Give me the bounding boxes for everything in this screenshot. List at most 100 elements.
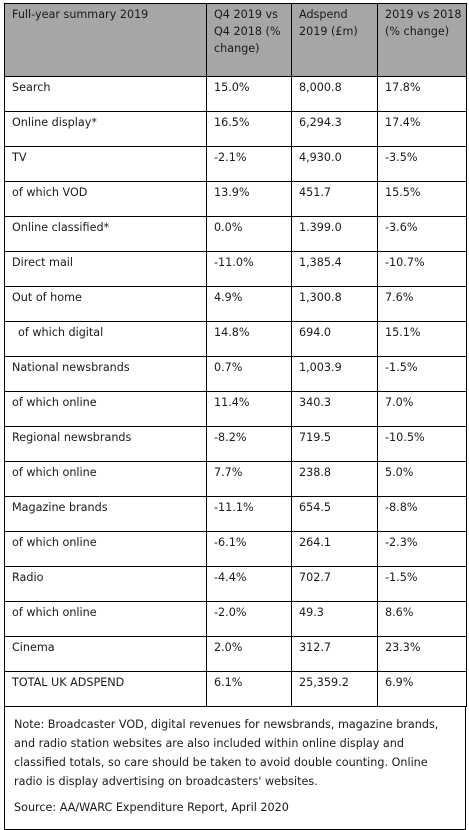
adspend-cell: 25,359.2 bbox=[291, 671, 378, 707]
adspend-cell: 8,000.8 bbox=[291, 76, 378, 112]
table-row: Magazine brands -11.1% 654.5 -8.8% bbox=[4, 496, 467, 532]
yoy-change-cell: -3.5% bbox=[377, 146, 467, 182]
table-row: of which online -6.1% 264.1 -2.3% bbox=[4, 531, 467, 567]
adspend-cell: 1.399.0 bbox=[291, 216, 378, 252]
header-row: Full-year summary 2019 Q4 2019 vs Q4 201… bbox=[4, 3, 467, 77]
yoy-change-cell: -10.5% bbox=[377, 426, 467, 462]
adspend-cell: 719.5 bbox=[291, 426, 378, 462]
table-row: of which digital 14.8% 694.0 15.1% bbox=[4, 321, 467, 357]
header-q4-change: Q4 2019 vs Q4 2018 (% change) bbox=[206, 3, 292, 77]
table-body: Search 15.0% 8,000.8 17.8% Online display* 16… bbox=[4, 76, 467, 707]
adspend-cell: 1,385.4 bbox=[291, 251, 378, 287]
row-label: Search bbox=[4, 76, 207, 112]
yoy-change-cell: -10.7% bbox=[377, 251, 467, 287]
table-row: TV -2.1% 4,930.0 -3.5% bbox=[4, 146, 467, 182]
row-label: of which online bbox=[4, 461, 207, 497]
adspend-cell: 4,930.0 bbox=[291, 146, 378, 182]
row-label: Out of home bbox=[4, 286, 207, 322]
table-row: TOTAL UK ADSPEND 6.1% 25,359.2 6.9% bbox=[4, 671, 467, 707]
row-label: TV bbox=[4, 146, 207, 182]
q4-change-cell: 16.5% bbox=[206, 111, 292, 147]
row-label: Magazine brands bbox=[4, 496, 207, 532]
row-label: TOTAL UK ADSPEND bbox=[4, 671, 207, 707]
table-row: Radio -4.4% 702.7 -1.5% bbox=[4, 566, 467, 602]
q4-change-cell: -11.0% bbox=[206, 251, 292, 287]
row-label: Cinema bbox=[4, 636, 207, 672]
yoy-change-cell: 17.4% bbox=[377, 111, 467, 147]
q4-change-cell: -2.0% bbox=[206, 601, 292, 637]
yoy-change-cell: 17.8% bbox=[377, 76, 467, 112]
table-row: Direct mail -11.0% 1,385.4 -10.7% bbox=[4, 251, 467, 287]
adspend-table: Full-year summary 2019 Q4 2019 vs Q4 201… bbox=[4, 3, 467, 707]
row-label: of which VOD bbox=[4, 181, 207, 217]
yoy-change-cell: -1.5% bbox=[377, 356, 467, 392]
adspend-cell: 694.0 bbox=[291, 321, 378, 357]
q4-change-cell: 4.9% bbox=[206, 286, 292, 322]
adspend-cell: 49.3 bbox=[291, 601, 378, 637]
yoy-change-cell: 23.3% bbox=[377, 636, 467, 672]
q4-change-cell: -8.2% bbox=[206, 426, 292, 462]
yoy-change-cell: -2.3% bbox=[377, 531, 467, 567]
q4-change-cell: 15.0% bbox=[206, 76, 292, 112]
yoy-change-cell: 7.0% bbox=[377, 391, 467, 427]
adspend-cell: 1,300.8 bbox=[291, 286, 378, 322]
q4-change-cell: 0.7% bbox=[206, 356, 292, 392]
table-row: of which VOD 13.9% 451.7 15.5% bbox=[4, 181, 467, 217]
table-row: Regional newsbrands -8.2% 719.5 -10.5% bbox=[4, 426, 467, 462]
yoy-change-cell: 6.9% bbox=[377, 671, 467, 707]
table-row: Search 15.0% 8,000.8 17.8% bbox=[4, 76, 467, 112]
q4-change-cell: -4.4% bbox=[206, 566, 292, 602]
table-row: of which online 11.4% 340.3 7.0% bbox=[4, 391, 467, 427]
q4-change-cell: -6.1% bbox=[206, 531, 292, 567]
note-text: Note: Broadcaster VOD, digital revenues … bbox=[14, 718, 439, 788]
row-label: Regional newsbrands bbox=[4, 426, 207, 462]
adspend-cell: 654.5 bbox=[291, 496, 378, 532]
q4-change-cell: 14.8% bbox=[206, 321, 292, 357]
table-row: Online display* 16.5% 6,294.3 17.4% bbox=[4, 111, 467, 147]
row-label: Radio bbox=[4, 566, 207, 602]
adspend-summary: Full-year summary 2019 Q4 2019 vs Q4 201… bbox=[4, 3, 467, 830]
header-adspend: Adspend 2019 (£m) bbox=[291, 3, 378, 77]
source-text: Source: AA/WARC Expenditure Report, Apri… bbox=[14, 801, 289, 814]
adspend-cell: 264.1 bbox=[291, 531, 378, 567]
adspend-cell: 6,294.3 bbox=[291, 111, 378, 147]
q4-change-cell: -2.1% bbox=[206, 146, 292, 182]
yoy-change-cell: 8.6% bbox=[377, 601, 467, 637]
adspend-cell: 702.7 bbox=[291, 566, 378, 602]
header-yoy-change: 2019 vs 2018 (% change) bbox=[377, 3, 467, 77]
row-label: Online display* bbox=[4, 111, 207, 147]
row-label: of which online bbox=[4, 601, 207, 637]
q4-change-cell: 13.9% bbox=[206, 181, 292, 217]
adspend-cell: 1,003.9 bbox=[291, 356, 378, 392]
yoy-change-cell: -3.6% bbox=[377, 216, 467, 252]
adspend-cell: 312.7 bbox=[291, 636, 378, 672]
yoy-change-cell: -1.5% bbox=[377, 566, 467, 602]
table-row: National newsbrands 0.7% 1,003.9 -1.5% bbox=[4, 356, 467, 392]
q4-change-cell: -11.1% bbox=[206, 496, 292, 532]
adspend-cell: 451.7 bbox=[291, 181, 378, 217]
adspend-cell: 340.3 bbox=[291, 391, 378, 427]
q4-change-cell: 6.1% bbox=[206, 671, 292, 707]
table-row: Out of home 4.9% 1,300.8 7.6% bbox=[4, 286, 467, 322]
table-row: of which online 7.7% 238.8 5.0% bbox=[4, 461, 467, 497]
yoy-change-cell: 15.5% bbox=[377, 181, 467, 217]
header-category: Full-year summary 2019 bbox=[4, 3, 207, 77]
q4-change-cell: 2.0% bbox=[206, 636, 292, 672]
row-label: of which online bbox=[4, 531, 207, 567]
row-label: Online classified* bbox=[4, 216, 207, 252]
yoy-change-cell: 7.6% bbox=[377, 286, 467, 322]
table-row: Cinema 2.0% 312.7 23.3% bbox=[4, 636, 467, 672]
table-row: of which online -2.0% 49.3 8.6% bbox=[4, 601, 467, 637]
yoy-change-cell: 5.0% bbox=[377, 461, 467, 497]
row-label: Direct mail bbox=[4, 251, 207, 287]
footnote: Note: Broadcaster VOD, digital revenues … bbox=[4, 707, 466, 830]
row-label: National newsbrands bbox=[4, 356, 207, 392]
yoy-change-cell: -8.8% bbox=[377, 496, 467, 532]
q4-change-cell: 11.4% bbox=[206, 391, 292, 427]
row-label: of which digital bbox=[4, 321, 207, 357]
row-label: of which online bbox=[4, 391, 207, 427]
q4-change-cell: 7.7% bbox=[206, 461, 292, 497]
yoy-change-cell: 15.1% bbox=[377, 321, 467, 357]
adspend-cell: 238.8 bbox=[291, 461, 378, 497]
table-row: Online classified* 0.0% 1.399.0 -3.6% bbox=[4, 216, 467, 252]
